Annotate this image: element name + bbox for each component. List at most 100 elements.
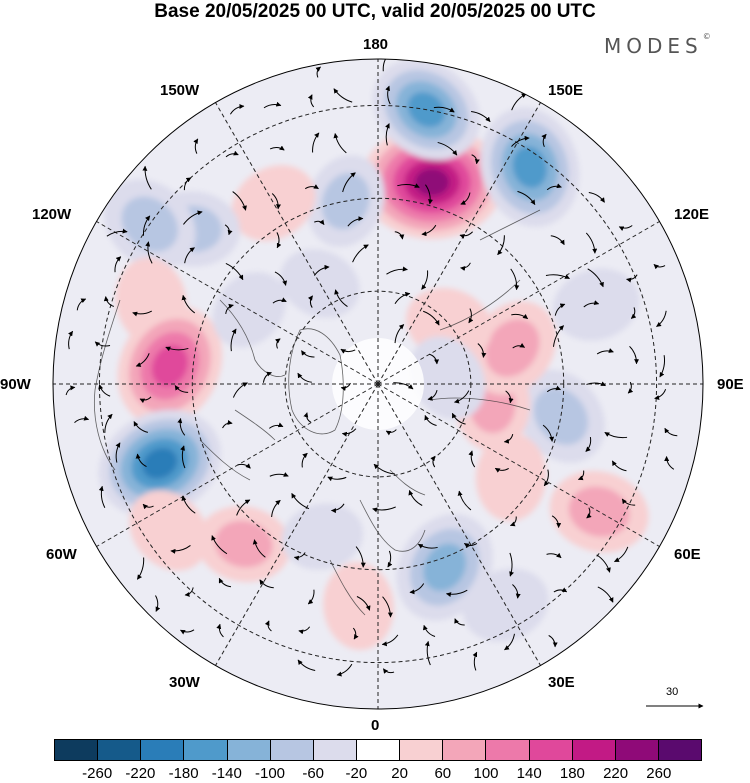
wind-arrow: [497, 235, 505, 256]
wind-arrow: [427, 390, 438, 401]
wind-arrow: [297, 372, 312, 383]
wind-arrow: [333, 133, 347, 154]
wind-arrow: [494, 467, 509, 473]
anomaly-center: [129, 490, 209, 571]
wind-arrow: [422, 624, 436, 637]
colorbar-labels: -260 -220 -180 -140 -100 -60 -20 20 60 100 140 180 2…: [0, 765, 750, 783]
wind-arrow: [664, 427, 678, 437]
wind-arrow: [259, 579, 274, 589]
wind-arrow: [263, 101, 282, 109]
wind-arrow: [548, 634, 558, 648]
wind-arrow: [145, 241, 153, 264]
wind-arrow: [451, 412, 466, 425]
wind-arrow: [433, 106, 455, 113]
wind-arrow: [629, 345, 640, 365]
wind-arrow: [155, 595, 161, 612]
wind-arrow: [76, 298, 87, 311]
colorbar-tick-label: -100: [254, 765, 286, 782]
wind-arrow: [542, 424, 555, 442]
logo-text: MODES: [604, 34, 703, 58]
wind-arrow: [304, 184, 319, 190]
wind-arrow: [446, 589, 468, 598]
latitude-circle: [98, 104, 658, 664]
wind-arrow: [301, 452, 308, 468]
colorbar-segment: [227, 740, 271, 760]
anomaly-center: [196, 506, 291, 582]
wind-arrow: [170, 545, 191, 554]
wind-arrow: [541, 133, 547, 148]
wind-arrow: [614, 546, 629, 563]
wind-arrow: [301, 350, 315, 358]
wind-arrow: [216, 623, 224, 638]
wind-arrow: [409, 583, 425, 595]
anomaly-center: [323, 562, 394, 650]
map-title: Base 20/05/2025 00 UTC, valid 20/05/2025…: [154, 1, 596, 22]
wind-arrow: [142, 503, 154, 510]
wind-arrow: [114, 256, 122, 273]
wind-arrow: [385, 429, 397, 436]
lon-label-150w: 150W: [160, 82, 200, 99]
anomaly-center: [516, 369, 605, 463]
colorbar-tick-label: -60: [302, 765, 325, 782]
wind-arrow: [65, 385, 76, 396]
wind-arrow: [509, 516, 517, 527]
wind-arrow: [174, 385, 189, 393]
wind-arrow: [211, 535, 228, 555]
wind-arrow: [551, 515, 562, 529]
wind-arrow: [74, 415, 90, 424]
colorbar-segment: [529, 740, 573, 760]
colorbar-tick-label: 60: [434, 765, 452, 782]
wind-arrow: [232, 191, 247, 211]
wind-arrow: [297, 659, 316, 671]
wind-arrow: [505, 390, 514, 404]
wind-arrow: [237, 463, 251, 469]
wind-arrow: [553, 587, 568, 593]
wind-arrow: [352, 244, 369, 263]
wind-arrow: [103, 296, 115, 307]
wind-arrow: [394, 324, 405, 344]
wind-arrow: [252, 539, 266, 558]
colorbar-tick-label: 220: [603, 765, 629, 782]
wind-arrow: [512, 584, 521, 599]
wind-arrow: [303, 412, 312, 423]
coastlines: [94, 209, 541, 616]
wind-arrow: [630, 307, 637, 319]
wind-arrow: [135, 453, 147, 468]
wind-arrow: [330, 503, 345, 514]
reference-vector-label: 30: [666, 686, 679, 698]
meridian-line: [377, 102, 541, 385]
wind-arrow: [98, 384, 111, 397]
wind-arrow: [184, 587, 194, 597]
asia-coast: [429, 209, 541, 411]
wind-arrow: [165, 346, 189, 352]
colorbar-tick-label: 100: [473, 765, 499, 782]
wind-arrow: [230, 328, 237, 352]
wind-arrow: [510, 268, 520, 291]
wind-arrow: [307, 589, 315, 605]
colorbar-segment: [572, 740, 616, 760]
wind-arrow: [471, 154, 480, 165]
anomaly-layer: [98, 59, 649, 650]
wind-arrow: [511, 93, 527, 111]
wind-arrow: [546, 385, 561, 393]
wind-arrow: [454, 618, 465, 626]
wind-arrow: [543, 469, 549, 487]
wind-arrow: [545, 274, 570, 279]
wind-arrow: [656, 310, 667, 327]
lon-label-60w: 60W: [46, 546, 77, 563]
colorbar-segment: [270, 740, 314, 760]
map-border: [52, 58, 704, 710]
colorbar-segment: [313, 740, 357, 760]
lon-label-60e: 60E: [674, 546, 701, 563]
wind-arrow: [586, 381, 606, 387]
wind-arrow: [468, 450, 476, 468]
wind-arrow: [347, 216, 364, 227]
wind-arrow: [139, 396, 152, 404]
wind-arrow: [387, 550, 393, 568]
wind-arrow: [132, 310, 153, 317]
meridian-line: [377, 221, 660, 385]
wind-arrow: [511, 313, 529, 320]
wind-arrow: [372, 506, 396, 513]
colorbar-tick-label: 260: [646, 765, 672, 782]
